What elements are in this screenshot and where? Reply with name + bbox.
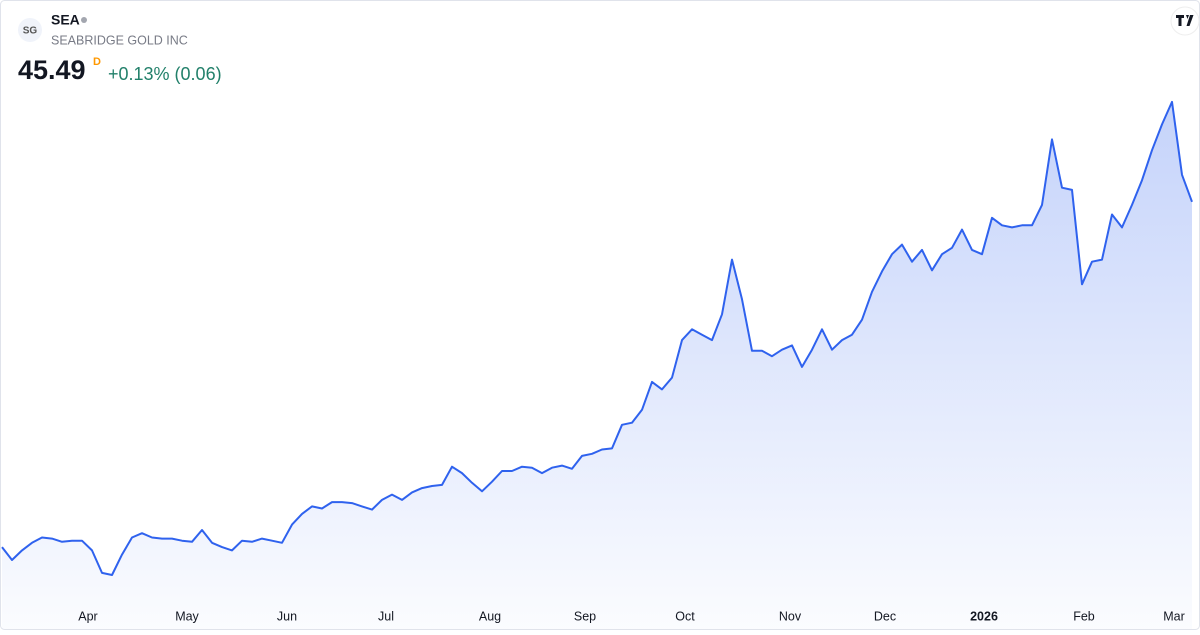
x-tick-label: Aug	[479, 609, 501, 623]
x-tick-label: Apr	[78, 609, 97, 623]
symbol: SEA	[51, 12, 80, 28]
x-tick-label: Dec	[874, 609, 896, 623]
x-tick-label: 2026	[970, 609, 998, 623]
price-line	[1, 100, 1193, 576]
price: 45.49	[18, 55, 86, 85]
change: +0.13% (0.06)	[108, 64, 222, 84]
tv-logo	[1170, 6, 1200, 36]
company-name: SEABRIDGE GOLD INC	[51, 33, 188, 47]
x-tick-label: Jul	[378, 609, 394, 623]
status-dot	[81, 17, 87, 23]
logo-text: SG	[23, 26, 38, 37]
x-tick-label: Nov	[779, 609, 802, 623]
x-tick-label: May	[175, 609, 199, 623]
x-tick-label: Jun	[277, 609, 297, 623]
x-tick-label: Mar	[1163, 609, 1185, 623]
logo-badge	[18, 18, 42, 42]
x-tick-label: Feb	[1073, 609, 1095, 623]
interval: D	[93, 56, 101, 68]
x-tick-label: Oct	[675, 609, 695, 623]
area-fill	[2, 101, 1192, 629]
x-tick-label: Sep	[574, 609, 596, 623]
